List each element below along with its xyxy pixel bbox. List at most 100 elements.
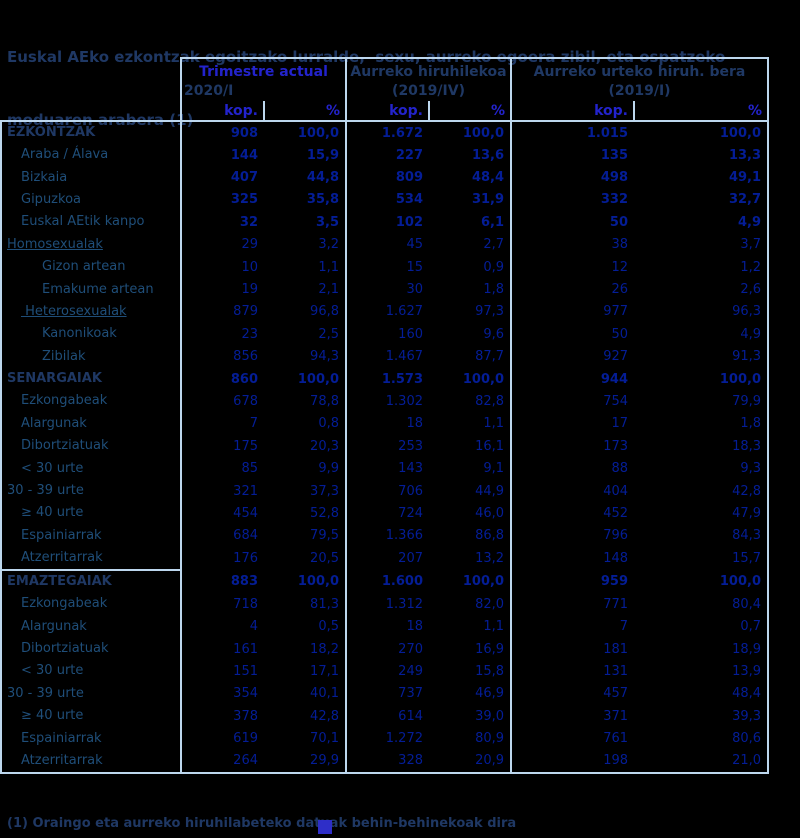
column-group-previous-quarter: Aurreko hiruhilekoa (2019/IV) (344, 57, 512, 101)
blue-marker (318, 820, 332, 834)
table-row: Zibilak 856 94,3 1.467 87,7 927 91,3 (0, 345, 770, 368)
count-cell: 50 (510, 323, 635, 346)
count-cell: 860 (180, 367, 264, 391)
count-cell: 50 (510, 211, 635, 234)
subheader-percent: % (633, 101, 770, 122)
count-cell: 809 (345, 166, 429, 189)
table-row: Euskal AEtik kanpo 32 3,5 102 6,1 50 4,9 (0, 211, 770, 234)
percent-cell: 100,0 (634, 121, 770, 144)
count-cell: 771 (510, 593, 635, 616)
table-row: ≥ 40 urte 454 52,8 724 46,0 452 47,9 (0, 502, 770, 525)
percent-cell: 40,1 (310, 686, 339, 702)
count-cell: 4 (180, 615, 264, 638)
percent-cell: 13,6 (471, 147, 505, 163)
table-row: Espainiarrak 619 70,1 1.272 80,9 761 80,6 (0, 727, 770, 750)
percent-cell: 1,8 (483, 282, 505, 298)
count-cell: 7 (180, 412, 264, 436)
percent-cell: 9,3 (634, 457, 770, 480)
percent-cell: 70,1 (310, 731, 339, 747)
percent-cell: 80,4 (634, 593, 770, 616)
count-cell: 270 (345, 637, 429, 661)
count-cell: 38 (510, 233, 635, 256)
count-cell: 754 (510, 390, 635, 413)
table-row: Dibortziatuak 161 18,2 270 16,9 181 18,9 (0, 637, 770, 661)
percent-cell: 16,9 (475, 641, 505, 657)
count-cell: 1.573 (345, 367, 429, 391)
count-cell: 706 (345, 479, 429, 503)
percent-cell: 4,9 (634, 211, 770, 234)
count-cell: 1.627 (345, 300, 429, 324)
percent-cell: 44,9 (475, 483, 505, 499)
percent-cell: 97,3 (475, 304, 505, 320)
count-cell: 1.672 (345, 121, 429, 144)
row-label: EZKONTZAK (0, 121, 181, 144)
count-cell: 175 (180, 435, 264, 458)
percent-cell: 49,1 (634, 166, 770, 189)
percent-cell: 100,0 (297, 371, 339, 387)
table-row: Espainiarrak 684 79,5 1.366 86,8 796 84,3 (0, 524, 770, 548)
count-cell: 88 (510, 457, 635, 480)
percent-cell: 2,5 (318, 326, 339, 342)
row-label: ≥ 40 urte (0, 704, 181, 728)
count-cell: 12 (510, 255, 635, 279)
percent-cell: 18,3 (634, 435, 770, 458)
percent-cell: 37,3 (310, 483, 339, 499)
row-label: < 30 urte (0, 660, 181, 683)
group-title: Trimestre actual (199, 64, 328, 80)
statistics-table: Trimestre actual 2020/I Aurreko hiruhile… (0, 57, 770, 774)
percent-cell: 1,8 (634, 412, 770, 436)
count-cell: 173 (510, 435, 635, 458)
percent-cell: 87,7 (475, 349, 505, 365)
count-cell: 207 (345, 547, 429, 571)
count-cell: 1.600 (345, 570, 429, 594)
percent-cell: 86,8 (475, 528, 505, 544)
percent-cell: 48,4 (634, 682, 770, 705)
percent-cell: 17,1 (310, 663, 339, 679)
table-row: 30 - 39 urte 321 37,3 706 44,9 404 42,8 (0, 479, 770, 503)
row-label: Euskal AEtik kanpo (0, 211, 181, 234)
count-cell: 1.302 (345, 390, 429, 413)
percent-cell: 9,6 (483, 326, 505, 342)
count-cell: 796 (510, 524, 635, 548)
count-cell: 29 (180, 233, 264, 256)
percent-cell: 52,8 (310, 505, 339, 521)
count-cell: 321 (180, 479, 264, 503)
count-cell: 18 (345, 615, 429, 638)
count-cell: 959 (510, 570, 635, 594)
count-cell: 534 (345, 188, 429, 212)
group-header-row: Trimestre actual 2020/I Aurreko hiruhile… (1, 57, 770, 101)
percent-cell: 42,8 (634, 479, 770, 503)
count-cell: 678 (180, 390, 264, 413)
count-cell: 151 (180, 660, 264, 683)
percent-cell: 0,5 (318, 619, 339, 635)
percent-cell: 15,8 (475, 663, 505, 679)
data-table: Trimestre actual 2020/I Aurreko hiruhile… (0, 57, 770, 774)
percent-cell: 15,7 (634, 547, 770, 571)
count-cell: 761 (510, 727, 635, 750)
percent-cell: 2,7 (483, 237, 505, 253)
subheader-count: kop. (345, 101, 429, 122)
count-cell: 1.015 (510, 121, 635, 144)
row-label: 30 - 39 urte (0, 479, 181, 503)
count-cell: 944 (510, 367, 635, 391)
percent-cell: 100,0 (634, 367, 770, 391)
percent-cell: 42,8 (310, 708, 339, 724)
percent-cell: 78,8 (310, 393, 339, 409)
count-cell: 264 (180, 749, 264, 774)
group-period: 2020/I (184, 83, 234, 99)
percent-cell: 79,5 (310, 528, 339, 544)
row-label: Espainiarrak (0, 524, 181, 548)
percent-cell: 0,7 (634, 615, 770, 638)
row-label: ≥ 40 urte (0, 502, 181, 525)
count-cell: 161 (180, 637, 264, 661)
count-cell: 724 (345, 502, 429, 525)
percent-cell: 81,3 (310, 596, 339, 612)
row-label: Zibilak (0, 345, 181, 368)
count-cell: 404 (510, 479, 635, 503)
subheader-spacer-cell (1, 101, 181, 122)
count-cell: 18 (345, 412, 429, 436)
count-cell: 30 (345, 278, 429, 301)
row-label: Gizon artean (0, 255, 181, 279)
count-cell: 454 (180, 502, 264, 525)
